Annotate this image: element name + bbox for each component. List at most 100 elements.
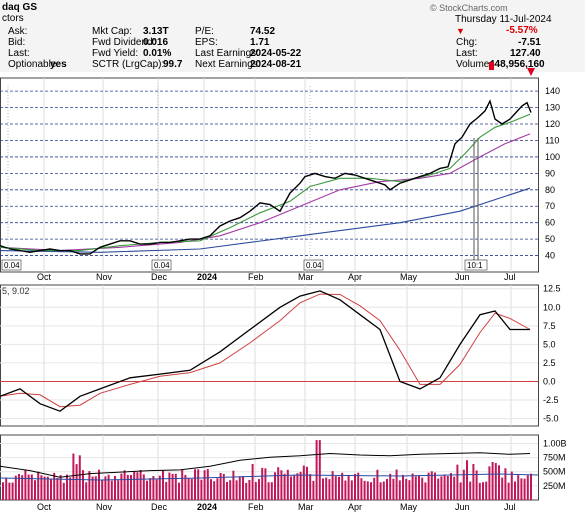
split-label: 10:1 [467, 261, 483, 270]
volume-bar [366, 481, 369, 500]
volume-bar [507, 482, 510, 500]
red-marker-icon [489, 62, 494, 70]
volume-bar [357, 472, 360, 500]
volume-bar [107, 474, 110, 500]
volume-bar [171, 473, 174, 500]
volume-bar [59, 475, 62, 500]
volume-bar [373, 477, 376, 500]
volume-bar [11, 482, 14, 500]
price-tick-label: 40 [545, 251, 555, 261]
volume-bar [408, 480, 411, 500]
volume-bar [18, 473, 20, 500]
fwd-yield-value: 0.01% [143, 48, 172, 59]
volume-bars [0, 440, 539, 500]
fwd-dividend-value: 0.016 [143, 37, 169, 48]
volume-bar [315, 440, 318, 500]
ma-fast-line [0, 113, 531, 252]
volume-bar [14, 475, 17, 500]
volume-bar [98, 469, 100, 500]
chg-value: -7.51 [518, 37, 541, 48]
x-tick-label-bottom: Dec [151, 502, 168, 512]
x-tick-label-bottom: Mar [298, 502, 314, 512]
volume-bar [114, 475, 116, 500]
price-lines [0, 62, 535, 478]
volume-bar [462, 469, 465, 500]
fwd-dividend-label: Fwd Dividend: [92, 37, 156, 48]
volume-bar [450, 473, 452, 500]
volume-bar [264, 468, 267, 500]
price-panel-frame [0, 77, 539, 273]
volume-bar [75, 464, 78, 500]
volume-bar [78, 455, 81, 500]
dividend-box [151, 259, 172, 271]
volume-bar [424, 482, 427, 500]
macd-params-label: 5, 9.02 [2, 286, 30, 296]
volume-bar [120, 473, 123, 500]
optionable-value: yes [50, 59, 67, 70]
volume-bar [485, 481, 488, 500]
volume-bar [123, 470, 126, 500]
volume-bar [50, 478, 52, 500]
x-tick-label: Nov [96, 272, 113, 282]
sctr-label: SCTR (LrgCap): [92, 59, 165, 70]
volume-bar [296, 473, 299, 500]
sector-label: ctors [2, 13, 24, 24]
volume-bar [117, 480, 120, 500]
last-label-left: Last: [8, 48, 30, 59]
volume-bar [248, 479, 251, 500]
volume-bar [30, 474, 33, 500]
volume-bar [27, 474, 30, 500]
volume-bar [312, 480, 315, 500]
volume-bar [520, 478, 523, 500]
volume-bar [325, 477, 328, 500]
volume-bar [370, 482, 372, 500]
price-tick-label: 80 [545, 185, 555, 195]
volume-bar [66, 474, 68, 500]
macd-tick-label: -2.5 [543, 395, 559, 405]
x-tick-label: Jun [455, 272, 470, 282]
volume-bar [517, 475, 520, 500]
volume-bar [88, 471, 91, 500]
volume-bar [376, 469, 379, 500]
volume-bar [251, 464, 254, 500]
volume-bar [414, 476, 417, 500]
quote-header: daq GS ctors © StockCharts.com Thursday … [0, 0, 585, 72]
volume-bar [440, 476, 443, 500]
volume-bar [238, 476, 241, 500]
price-tick-label: 70 [545, 201, 555, 211]
volume-bar [466, 460, 468, 500]
volume-bar [46, 476, 49, 500]
dividend-label: 0.04 [154, 261, 170, 270]
volume-bar [222, 473, 225, 500]
volume-bar [293, 474, 296, 500]
volume-bar [286, 469, 289, 500]
volume-bar [405, 478, 408, 500]
x-tick-label: Mar [298, 272, 314, 282]
volume-bar [421, 477, 424, 500]
volume-bar [344, 480, 347, 500]
volume-bar [453, 476, 456, 500]
volume-bar [430, 471, 433, 500]
volume-bar [82, 470, 84, 500]
volume-bar [395, 469, 398, 500]
macd-panel-frame [0, 284, 539, 427]
red-down-arrow-icon [527, 68, 535, 76]
sctr-value: 99.7 [163, 59, 183, 70]
axis-labels: Oct Oct Nov Nov Dec Dec 2024 2024 Feb Feb Mar Mar Ap… [1, 86, 567, 512]
volume-tick-label: 500M [543, 467, 566, 477]
volume-bar [523, 478, 526, 500]
pe-value: 74.52 [250, 26, 276, 37]
volume-bar [290, 476, 292, 500]
volume-bar [210, 479, 212, 500]
volume-bar [37, 471, 40, 500]
macd-line [0, 290, 530, 412]
volume-bar [133, 471, 136, 500]
chg-label: Chg: [456, 37, 478, 48]
volume-bar [437, 478, 440, 500]
volume-bar [267, 482, 270, 500]
price-tick-label: 110 [545, 135, 559, 145]
volume-bar [347, 475, 350, 500]
volume-bar [184, 474, 187, 500]
volume-bar [498, 465, 500, 500]
